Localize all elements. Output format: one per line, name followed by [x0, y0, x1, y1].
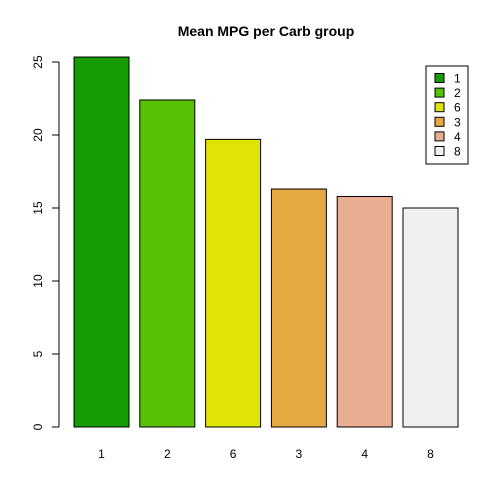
legend-label: 2: [454, 86, 461, 100]
legend-label: 8: [454, 145, 461, 159]
legend-label: 4: [454, 130, 461, 144]
x-tick-label: 4: [361, 447, 368, 461]
bar-1: [73, 56, 130, 428]
bar-6: [205, 138, 262, 428]
legend-box: [425, 65, 469, 165]
bar-3: [270, 188, 327, 428]
x-tick-label: 6: [230, 447, 237, 461]
bars: [73, 56, 459, 428]
x-tick-label: 8: [427, 447, 434, 461]
y-tick-label: 20: [31, 128, 45, 142]
legend-swatch: [434, 131, 445, 142]
bar-4: [336, 195, 393, 428]
bar-2: [139, 99, 196, 428]
y-tick-label: 10: [31, 274, 45, 288]
legend-swatch: [434, 146, 445, 156]
y-tick-label: 25: [31, 55, 45, 69]
y-tick-label: 0: [31, 423, 45, 430]
x-axis-labels: 1 2 6 3 4 8: [98, 447, 434, 461]
chart-title: Mean MPG per Carb group: [178, 23, 355, 39]
x-tick-label: 1: [98, 447, 105, 461]
legend-label: 1: [454, 72, 461, 86]
y-tick-label: 15: [31, 201, 45, 215]
legend-label: 3: [454, 115, 461, 129]
bar-8: [402, 207, 459, 428]
legend-swatch: [434, 116, 445, 127]
x-tick-label: 3: [296, 447, 303, 461]
legend-swatch: [434, 73, 445, 83]
legend-label: 6: [454, 101, 461, 115]
legend-swatch: [434, 102, 445, 113]
x-tick-label: 2: [164, 447, 171, 461]
legend-swatch: [434, 87, 445, 98]
y-axis: 0 5 10 15 20 25: [31, 55, 60, 430]
y-tick-label: 5: [31, 350, 45, 357]
